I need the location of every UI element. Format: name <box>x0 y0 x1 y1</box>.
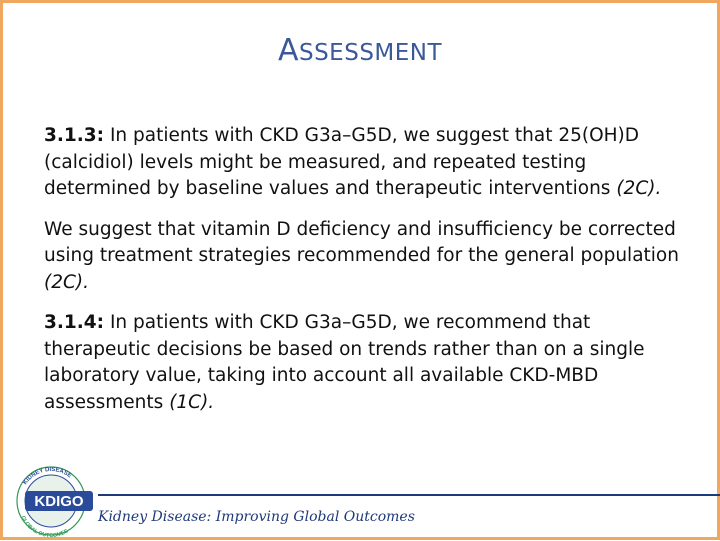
logo-text: KDIGO <box>34 493 84 510</box>
rec-number: 3.1.4: <box>44 312 105 333</box>
logo-bar <box>25 491 93 511</box>
rec-grade: (2C). <box>44 271 90 293</box>
recommendation-313: 3.1.3: In patients with CKD G3a–G5D, we … <box>44 123 684 203</box>
title-initial: A <box>277 33 299 68</box>
slide-body: 3.1.3: In patients with CKD G3a–G5D, we … <box>44 123 684 430</box>
footer-rule <box>98 494 720 496</box>
recommendation-313-continued: We suggest that vitamin D deficiency and… <box>44 217 684 297</box>
rec-number: 3.1.3: <box>44 125 105 146</box>
rec-text: We suggest that vitamin D deficiency and… <box>44 218 679 267</box>
rec-text: In patients with CKD G3a–G5D, we recomme… <box>44 312 645 413</box>
rec-grade: (1C). <box>169 391 215 413</box>
recommendation-314: 3.1.4: In patients with CKD G3a–G5D, we … <box>44 310 684 416</box>
slide-title: ASSESSMENT <box>3 33 717 68</box>
kdigo-logo: KIDNEY DISEASE GLOBAL OUTCOMES KDIGO <box>16 466 93 539</box>
rec-grade: (2C). <box>616 178 662 199</box>
title-rest: SSESSMENT <box>298 40 443 66</box>
footer-text: Kidney Disease: Improving Global Outcome… <box>98 509 415 525</box>
rec-text: In patients with CKD G3a–G5D, we suggest… <box>44 125 640 199</box>
